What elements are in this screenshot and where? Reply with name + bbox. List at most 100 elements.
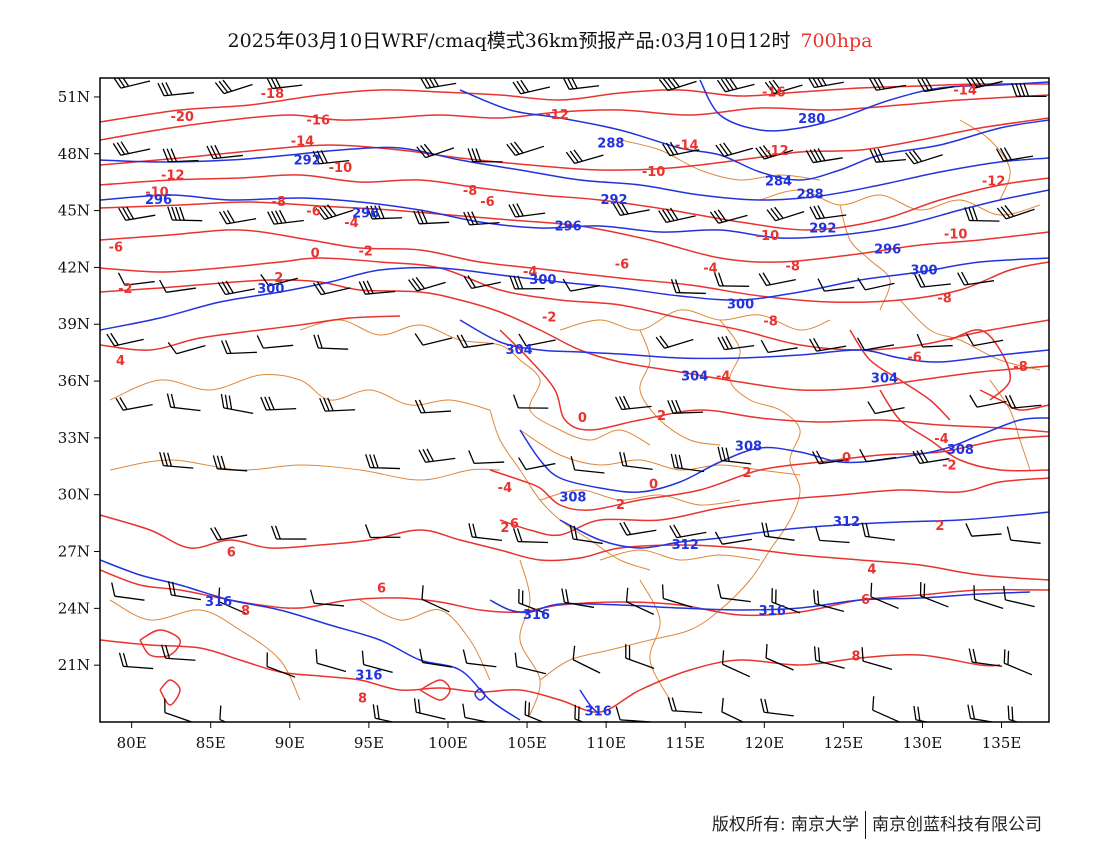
wind-barb [868, 78, 907, 91]
wind-barb [210, 526, 248, 541]
temperature-label: -6 [615, 258, 629, 273]
boundary-line [839, 204, 891, 311]
wind-barb [570, 456, 605, 474]
wind-barb [917, 78, 955, 93]
temperature-isoline [879, 389, 1049, 472]
wind-barb [112, 141, 151, 156]
temperature-label: -6 [907, 350, 921, 365]
height-isoline [459, 89, 1049, 181]
wind-barb [667, 399, 704, 414]
wind-barb [159, 451, 194, 469]
wind-barb [969, 394, 1007, 408]
temperature-label: -4 [703, 261, 717, 276]
temperature-isoline [159, 679, 181, 706]
wind-barb [574, 704, 585, 722]
lon-tick-label: 95E [354, 734, 384, 752]
wind-barb [714, 531, 753, 545]
wind-barb [869, 148, 906, 163]
height-label: 288 [597, 136, 624, 151]
temperature-label: -2 [542, 311, 556, 326]
wind-barb [758, 272, 796, 287]
lon-tick-label: 125E [824, 734, 864, 752]
lat-tick-label: 24N [58, 599, 90, 617]
temperature-label: -8 [463, 184, 477, 199]
boundary-line [539, 319, 801, 681]
wind-barb [861, 647, 893, 671]
temperature-label: 2 [616, 498, 625, 513]
wind-barb [1011, 82, 1047, 98]
height-isoline [579, 689, 601, 716]
wind-barb [419, 648, 453, 668]
wind-barb [661, 141, 700, 157]
temperature-label: 0 [649, 477, 658, 492]
lon-tick-label: 120E [745, 734, 785, 752]
wind-barb [366, 205, 403, 220]
wind-barb [206, 144, 244, 160]
height-label: 304 [506, 343, 533, 358]
temperature-label: 8 [602, 720, 611, 735]
wind-barb [764, 79, 803, 95]
lat-tick-label: 48N [58, 145, 90, 163]
wind-barb [418, 448, 456, 463]
boundary-line [519, 429, 801, 476]
lat-tick-label: 21N [58, 656, 90, 674]
lon-tick-label: 115E [665, 734, 705, 752]
temperature-label: 0 [311, 246, 320, 261]
wind-barb [166, 393, 201, 412]
map-background [100, 78, 1049, 722]
wind-barb [716, 78, 755, 93]
boundary-line [619, 139, 821, 181]
temperature-label: -4 [716, 369, 730, 384]
temperature-label: -10 [756, 229, 780, 244]
temperature-label: -2 [942, 458, 956, 473]
wind-barb [270, 525, 307, 540]
wind-barb [761, 522, 795, 541]
height-label: 300 [529, 273, 556, 288]
lon-tick-label: 110E [586, 734, 626, 752]
height-isoline [100, 146, 1049, 201]
wind-barb [713, 272, 750, 287]
wind-barb [809, 205, 847, 220]
wind-barb [462, 703, 491, 722]
wind-barb [111, 582, 145, 601]
height-isoline [100, 559, 521, 721]
boundary-line [959, 119, 1011, 201]
height-label: 312 [672, 538, 699, 553]
temperature-isoline [100, 315, 401, 351]
wind-barb [670, 279, 706, 295]
wind-barb [512, 79, 551, 95]
wind-barb [765, 643, 794, 671]
wind-barb [115, 397, 153, 411]
temperature-label: -10 [329, 161, 353, 176]
wind-barb [870, 582, 899, 610]
wind-barb [760, 698, 794, 717]
temperature-label: -10 [145, 186, 169, 201]
wind-barb [625, 587, 655, 615]
wind-barb [861, 522, 896, 541]
wind-barb [413, 210, 450, 225]
temperature-label: -4 [523, 265, 537, 280]
height-label: 300 [257, 282, 284, 297]
wind-barb [658, 207, 696, 224]
temperature-isoline [100, 94, 1049, 141]
temperature-label: -14 [291, 135, 315, 150]
wind-barb [859, 449, 897, 463]
wind-barb [912, 449, 950, 465]
temperature-isoline [100, 514, 1049, 581]
wind-barb [755, 145, 794, 160]
temperature-label: -2 [358, 244, 372, 259]
map-frame [99, 77, 1050, 723]
temperature-label: -6 [109, 241, 123, 256]
boundary-line [109, 373, 491, 411]
wind-barb [218, 587, 247, 615]
wind-barb [408, 276, 446, 292]
height-label: 316 [205, 595, 232, 610]
wind-barb [1006, 526, 1041, 544]
temperature-label: -14 [953, 83, 977, 98]
wind-barb [965, 523, 1002, 537]
boundary-line [639, 329, 721, 446]
wind-barb [913, 705, 930, 722]
wind-barb [619, 521, 657, 536]
wind-barb [813, 589, 845, 613]
